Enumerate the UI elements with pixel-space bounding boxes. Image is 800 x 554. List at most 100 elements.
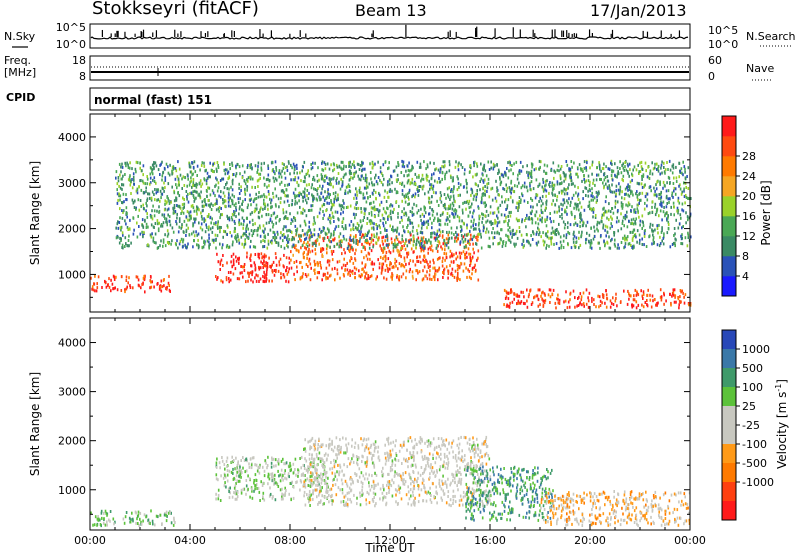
heatmap-cell xyxy=(454,239,456,243)
heatmap-cell xyxy=(138,225,140,228)
heatmap-cell xyxy=(371,181,373,185)
heatmap-cell xyxy=(609,226,612,230)
heatmap-cell xyxy=(674,187,677,191)
heatmap-cell xyxy=(510,210,512,214)
heatmap-cell xyxy=(439,196,441,200)
heatmap-cell xyxy=(215,183,217,187)
heatmap-cell xyxy=(199,226,202,230)
heatmap-cell xyxy=(295,163,298,167)
heatmap-cell xyxy=(278,171,280,175)
heatmap-cell xyxy=(101,286,103,289)
heatmap-cell xyxy=(287,245,289,249)
heatmap-cell xyxy=(463,245,466,249)
heatmap-cell xyxy=(631,221,633,225)
heatmap-cell xyxy=(369,195,371,198)
heatmap-cell xyxy=(575,205,578,209)
heatmap-cell xyxy=(406,244,409,248)
heatmap-cell xyxy=(283,225,285,229)
heatmap-cell xyxy=(106,513,108,517)
heatmap-cell xyxy=(555,233,558,237)
heatmap-cell xyxy=(456,255,459,259)
heatmap-cell xyxy=(432,184,435,188)
heatmap-cell xyxy=(118,192,120,196)
heatmap-cell xyxy=(616,175,618,179)
heatmap-cell xyxy=(663,183,666,187)
heatmap-cell xyxy=(402,160,405,164)
heatmap-cell xyxy=(434,266,436,270)
heatmap-cell xyxy=(92,288,95,292)
heatmap-cell xyxy=(103,511,105,515)
heatmap-cell xyxy=(573,230,575,234)
heatmap-cell xyxy=(338,181,340,185)
heatmap-cell xyxy=(643,243,645,247)
heatmap-cell xyxy=(583,304,585,308)
heatmap-cell xyxy=(460,229,462,233)
heatmap-cell xyxy=(430,248,432,252)
heatmap-cell xyxy=(386,191,389,195)
heatmap-cell xyxy=(216,178,218,182)
heatmap-cell xyxy=(431,221,433,225)
heatmap-cell xyxy=(562,239,565,243)
heatmap-cell xyxy=(450,188,453,191)
heatmap-cell xyxy=(353,174,356,178)
heatmap-cell xyxy=(482,186,484,190)
heatmap-cell xyxy=(189,170,192,174)
heatmap-cell xyxy=(121,183,123,187)
heatmap-cell xyxy=(552,161,555,165)
heatmap-cell xyxy=(299,205,301,209)
heatmap-cell xyxy=(436,244,439,247)
heatmap-cell xyxy=(567,201,569,205)
heatmap-cell xyxy=(524,302,526,306)
heatmap-cell xyxy=(651,205,653,209)
heatmap-cell xyxy=(640,198,642,202)
heatmap-cell xyxy=(675,165,677,169)
date-title: 17/Jan/2013 xyxy=(590,1,687,20)
heatmap-cell xyxy=(521,194,524,198)
heatmap-cell xyxy=(536,203,538,207)
heatmap-cell xyxy=(227,196,230,200)
heatmap-cell xyxy=(167,165,169,169)
heatmap-cell xyxy=(310,231,312,235)
heatmap-cell xyxy=(249,245,251,249)
heatmap-cell xyxy=(324,190,326,194)
heatmap-cell xyxy=(456,276,458,280)
heatmap-cell xyxy=(397,267,399,271)
heatmap-cell xyxy=(518,202,520,206)
heatmap-cell xyxy=(498,220,501,224)
heatmap-cell xyxy=(473,160,476,164)
heatmap-cell xyxy=(212,162,214,166)
heatmap-cell xyxy=(272,191,274,195)
heatmap-cell xyxy=(684,177,687,181)
heatmap-cell xyxy=(233,195,235,199)
heatmap-cell xyxy=(216,252,218,256)
heatmap-cell xyxy=(473,209,475,213)
heatmap-cell xyxy=(117,179,120,183)
heatmap-cell xyxy=(573,206,575,210)
heatmap-cell xyxy=(153,165,155,169)
heatmap-cell xyxy=(610,301,613,305)
heatmap-cell xyxy=(681,208,683,212)
heatmap-cell xyxy=(235,164,237,168)
heatmap-cell xyxy=(409,210,412,213)
heatmap-cell xyxy=(329,245,331,249)
heatmap-cell xyxy=(132,286,134,290)
heatmap-cell xyxy=(542,189,545,193)
heatmap-cell xyxy=(591,172,593,176)
heatmap-cell xyxy=(421,223,423,227)
heatmap-cell xyxy=(122,183,125,187)
heatmap-cell xyxy=(163,189,165,193)
heatmap-cell xyxy=(549,217,551,221)
heatmap-cell xyxy=(384,259,387,263)
heatmap-cell xyxy=(335,198,338,202)
heatmap-cell xyxy=(264,204,267,208)
heatmap-cell xyxy=(285,194,288,198)
heatmap-cell xyxy=(257,252,259,256)
heatmap-cell xyxy=(429,187,431,191)
heatmap-cell xyxy=(328,238,330,242)
heatmap-cell xyxy=(608,218,610,222)
heatmap-cell xyxy=(308,247,310,251)
heatmap-cell xyxy=(659,295,662,299)
heatmap-cell xyxy=(294,187,297,191)
heatmap-cell xyxy=(445,265,448,269)
heatmap-cell xyxy=(153,176,156,180)
